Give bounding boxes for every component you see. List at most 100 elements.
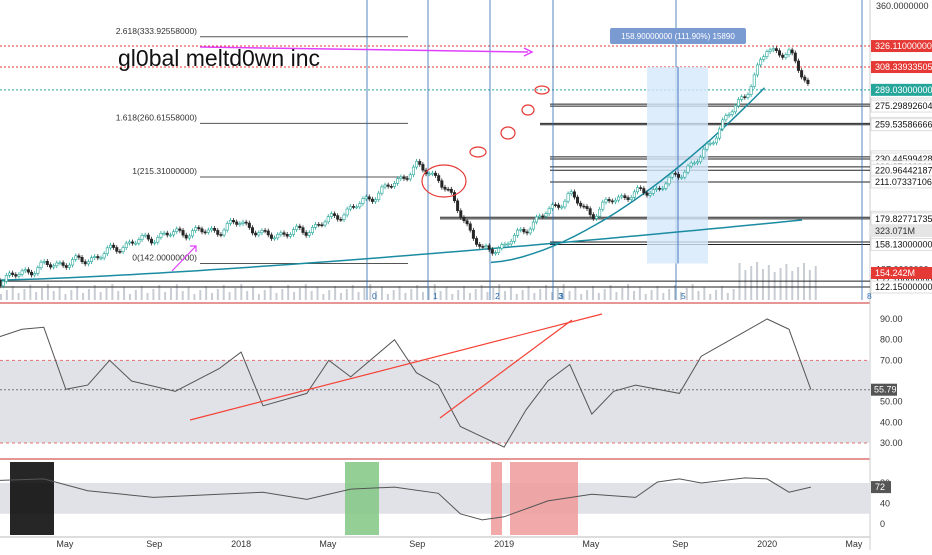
candle-body [759, 59, 763, 66]
volume-bar [603, 289, 606, 300]
candle-body [664, 183, 668, 189]
candle-body [475, 238, 479, 245]
candle-body [509, 240, 513, 245]
volume-bar [46, 284, 49, 300]
cycle-label: 1 [433, 291, 438, 301]
candle-body [206, 229, 210, 233]
x-tick-label: Sep [672, 539, 688, 549]
candle-body [468, 223, 472, 231]
candle-body [61, 262, 65, 266]
candle-body [260, 230, 264, 234]
candle-body [225, 223, 229, 231]
candle-body [159, 232, 163, 238]
candle-body [358, 203, 362, 208]
candle-body [96, 256, 100, 259]
candle-body [295, 225, 299, 230]
candle-body [156, 237, 160, 243]
price-level-label: 275.29892604 [875, 101, 932, 111]
rsi-value-tag [871, 383, 897, 396]
volume-bar [41, 288, 44, 300]
candle-body [778, 50, 782, 56]
candle-body [800, 70, 804, 78]
candle-body [408, 174, 412, 180]
annotation-circle [421, 164, 467, 198]
candle-body [613, 199, 617, 203]
volume-bar [504, 291, 507, 300]
volume-bar [193, 294, 196, 300]
volume-bar [539, 289, 542, 300]
candle-body [737, 99, 741, 107]
candle-body [250, 227, 254, 234]
candle-body [402, 176, 406, 179]
ema-line [0, 219, 803, 281]
volume-bar [697, 291, 700, 300]
candle-body [86, 261, 90, 265]
fib-level-label: 0(142.00000000) [132, 253, 197, 263]
volume-bar [351, 285, 354, 300]
candle-body [121, 247, 125, 252]
volume-bar [726, 293, 729, 300]
volume-bar [422, 292, 425, 300]
candle-body [711, 142, 715, 145]
candle-body [604, 199, 608, 203]
candle-body [36, 267, 40, 274]
candle-body [667, 176, 671, 185]
candle-body [105, 247, 109, 255]
volume-bar [621, 288, 624, 300]
candle-body [582, 205, 586, 208]
price-level-label: 211.07337106 [875, 177, 932, 187]
price-level-label: 289.03000000 [875, 85, 932, 95]
volume-bar [5, 290, 8, 300]
candle-body [285, 234, 289, 237]
volume-bar [451, 294, 454, 300]
candle-body [342, 214, 346, 220]
candle-body [724, 115, 728, 121]
volume-label: 323.071M [875, 226, 915, 236]
candle-body [20, 270, 24, 275]
volume-bar [216, 289, 219, 300]
volume-bar [105, 288, 108, 300]
volume-bar [545, 285, 548, 300]
candle-body [238, 223, 242, 225]
candle-body [654, 187, 658, 190]
volume-bar [175, 284, 178, 300]
candle-body [579, 202, 583, 207]
volume-bar [779, 268, 782, 300]
price-level-label: 326.11000000 [875, 41, 932, 51]
candle-body [383, 184, 387, 188]
candle-body [487, 245, 491, 250]
candle-body [118, 251, 122, 253]
price-level-label: 259.53586666 [875, 120, 932, 130]
candle-body [137, 239, 141, 244]
volume-bar [228, 292, 231, 300]
candle-body [134, 242, 138, 245]
volume-bar [82, 293, 85, 300]
osc-highlight [491, 462, 502, 535]
candle-body [553, 204, 557, 206]
volume-bar [35, 292, 38, 300]
volume-bar [703, 287, 706, 300]
candle-body [187, 235, 191, 239]
candle-body [200, 228, 204, 233]
candle-body [203, 231, 207, 234]
candle-body [112, 244, 116, 248]
candle-body [673, 172, 677, 175]
candle-body [386, 184, 390, 187]
volume-bar [750, 266, 753, 300]
annotation-arrow [199, 46, 529, 53]
candle-body [377, 192, 381, 200]
candle-body [803, 76, 807, 81]
candle-body [661, 187, 665, 190]
fib-level-label: 1.618(260.61558000) [116, 112, 197, 122]
candle-body [282, 232, 286, 235]
candle-body [471, 229, 475, 239]
candle-body [1, 280, 5, 287]
candle-body [197, 227, 201, 230]
candle-body [273, 237, 277, 240]
candle-body [617, 196, 621, 201]
volume-tag [871, 267, 932, 279]
volume-bar [433, 284, 436, 300]
candle-body [437, 175, 441, 182]
volume-bar [222, 285, 225, 300]
